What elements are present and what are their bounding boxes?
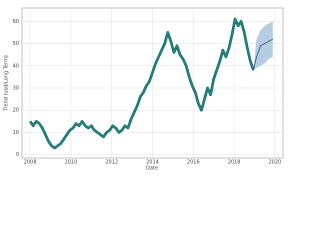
y-tick-label: 30	[13, 86, 19, 92]
y-axis-label: Trend (usd/Long Term)	[4, 55, 10, 112]
x-tick-label: 2018	[228, 160, 241, 166]
x-tick-label: 2020	[268, 160, 281, 166]
x-axis-label: Date	[146, 166, 158, 172]
y-tick-label: 50	[13, 41, 19, 47]
series-line	[253, 38, 273, 71]
x-tick-label: 2012	[105, 160, 118, 166]
x-tick-label: 2014	[146, 160, 159, 166]
y-tick-label: 20	[13, 108, 19, 114]
forecast-band	[253, 21, 273, 71]
y-tick-label: 0	[16, 152, 19, 158]
y-tick-label: 60	[13, 19, 19, 25]
chart: Date Trend (usd/Long Term) 0 10 20 30 40 50 60…	[4, 7, 284, 172]
x-tick-label: 2008	[24, 160, 37, 166]
x-tick-label: 2016	[187, 160, 200, 166]
x-tick-label: 2010	[65, 160, 78, 166]
series-line	[29, 18, 255, 149]
y-tick-label: 40	[13, 63, 19, 69]
y-tick-label: 10	[13, 130, 19, 136]
